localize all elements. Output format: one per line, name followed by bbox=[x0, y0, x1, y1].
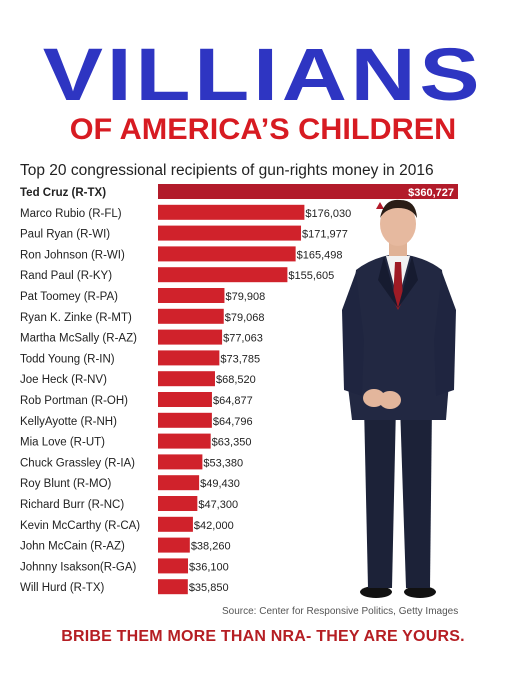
bar bbox=[158, 246, 296, 262]
source-note: Source: Center for Responsive Politics, … bbox=[222, 606, 459, 617]
category-label: Paul Ryan (R-WI) bbox=[20, 229, 110, 241]
category-label: Martha McSally (R-AZ) bbox=[20, 333, 137, 345]
bar bbox=[158, 558, 189, 574]
category-label: Rand Paul (R-KY) bbox=[20, 270, 112, 282]
value-label: $63,350 bbox=[212, 437, 252, 449]
bar bbox=[158, 184, 458, 199]
category-label: Ron Johnson (R-WI) bbox=[20, 249, 125, 261]
category-label: Ted Cruz (R-TX) bbox=[20, 187, 106, 199]
category-label: Richard Burr (R-NC) bbox=[20, 499, 124, 511]
bar bbox=[158, 267, 288, 283]
bar bbox=[158, 225, 302, 241]
category-label: Todd Young (R-IN) bbox=[20, 353, 115, 365]
category-label: Rob Portman (R-OH) bbox=[20, 395, 128, 407]
bar bbox=[158, 496, 198, 511]
value-label: $64,877 bbox=[213, 395, 253, 407]
value-label: $165,498 bbox=[297, 249, 343, 261]
value-label: $49,430 bbox=[200, 478, 240, 490]
politician-photo bbox=[342, 199, 456, 598]
value-label: $53,380 bbox=[203, 457, 243, 469]
value-label: $79,068 bbox=[225, 312, 265, 324]
bar bbox=[158, 537, 190, 553]
category-label: Kevin McCarthy (R-CA) bbox=[20, 520, 140, 532]
category-label: Pat Toomey (R-PA) bbox=[20, 291, 118, 303]
value-label: $42,000 bbox=[194, 520, 234, 532]
value-label: $38,260 bbox=[191, 541, 231, 553]
bar bbox=[158, 516, 193, 532]
value-label: $79,908 bbox=[225, 291, 265, 303]
chart-title: Top 20 congressional recipients of gun-r… bbox=[20, 162, 434, 179]
pointer-arrow bbox=[376, 202, 384, 209]
value-label: $35,850 bbox=[189, 582, 229, 594]
value-label: $64,796 bbox=[213, 416, 253, 428]
bar bbox=[158, 204, 305, 220]
category-label: KellyAyotte (R-NH) bbox=[20, 416, 117, 428]
value-label: $36,100 bbox=[189, 561, 229, 573]
bar bbox=[158, 329, 223, 345]
bar bbox=[158, 392, 212, 407]
subheadline: OF AMERICA’S CHILDREN bbox=[69, 113, 457, 146]
value-label: $171,977 bbox=[302, 229, 348, 241]
value-label: $73,785 bbox=[220, 353, 260, 365]
category-label: Johnny Isakson(R-GA) bbox=[20, 561, 136, 573]
headline: VILLIANS bbox=[42, 33, 484, 116]
value-label: $155,605 bbox=[288, 270, 334, 282]
category-label: Roy Blunt (R-MO) bbox=[20, 478, 112, 490]
value-label: $360,727 bbox=[408, 187, 454, 199]
bar bbox=[158, 579, 188, 595]
bar bbox=[158, 475, 200, 491]
bar bbox=[158, 308, 224, 324]
footer-slogan: BRIBE THEM MORE THAN NRA- THEY ARE YOURS… bbox=[61, 628, 465, 645]
category-label: John McCain (R-AZ) bbox=[20, 541, 125, 553]
value-label: $77,063 bbox=[223, 333, 263, 345]
category-label: Mia Love (R-UT) bbox=[20, 437, 105, 449]
bar bbox=[158, 288, 225, 303]
value-label: $176,030 bbox=[305, 208, 351, 220]
category-label: Ryan K. Zinke (R-MT) bbox=[20, 312, 132, 324]
bar bbox=[158, 454, 203, 470]
bar bbox=[158, 371, 215, 387]
category-label: Chuck Grassley (R-IA) bbox=[20, 457, 135, 469]
value-label: $68,520 bbox=[216, 374, 256, 386]
category-label: Will Hurd (R-TX) bbox=[20, 582, 104, 594]
bar bbox=[158, 433, 211, 449]
bar-chart: Ted Cruz (R-TX) $360,727 Marco Rubio (R-FL… bbox=[20, 184, 458, 595]
bar bbox=[158, 350, 220, 366]
value-label: $47,300 bbox=[198, 499, 238, 511]
category-label: Joe Heck (R-NV) bbox=[20, 374, 107, 386]
bar bbox=[158, 412, 212, 428]
category-label: Marco Rubio (R-FL) bbox=[20, 208, 122, 220]
